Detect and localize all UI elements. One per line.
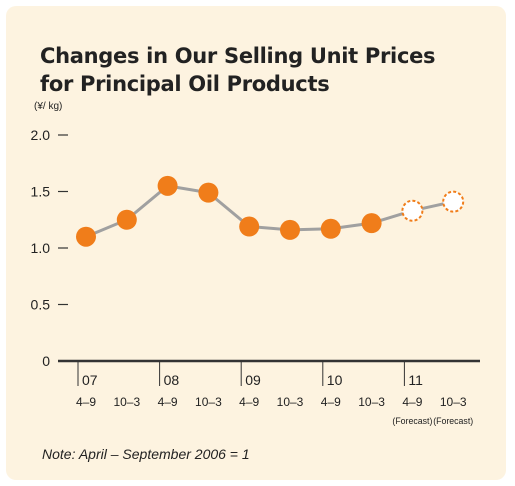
forecast-label: (Forecast)	[433, 416, 473, 426]
y-tick-label: 2.0	[31, 127, 51, 143]
data-point	[157, 175, 178, 196]
year-label: 10	[327, 372, 343, 388]
forecast-point	[442, 190, 465, 213]
data-point	[361, 213, 382, 234]
data-point	[198, 182, 219, 203]
year-label: 07	[82, 372, 98, 388]
data-point	[280, 219, 300, 240]
year-label: 08	[164, 372, 180, 388]
period-label: 4–9	[402, 395, 422, 409]
series-line	[85, 184, 454, 239]
y-tick-label: 1.5	[31, 184, 51, 200]
period-label: 10–3	[195, 395, 222, 409]
forecast-point	[401, 199, 424, 222]
chart-note: Note: April – September 2006 = 1	[42, 446, 250, 462]
period-label: 4–9	[321, 395, 341, 409]
period-label: 10–3	[113, 395, 140, 409]
period-label: 4–9	[158, 395, 178, 409]
year-label: 09	[245, 372, 261, 388]
data-point	[320, 218, 341, 239]
y-tick-label: 0.5	[31, 297, 51, 313]
y-tick-label: 0	[42, 353, 50, 369]
chart-title-line1: Changes in Our Selling Unit Prices	[40, 44, 436, 68]
period-label: 10–3	[358, 395, 385, 409]
data-point	[239, 216, 260, 237]
data-point	[116, 209, 137, 230]
period-label: 4–9	[76, 395, 96, 409]
chart-title-line2: for Principal Oil Products	[40, 72, 330, 96]
data-point	[76, 226, 96, 247]
period-label: 10–3	[440, 395, 467, 409]
forecast-label: (Forecast)	[392, 416, 432, 426]
year-label: 11	[408, 372, 423, 388]
chart-title: Changes in Our Selling Unit Prices for P…	[40, 42, 436, 98]
y-axis-unit: (¥/ kg)	[34, 101, 63, 112]
period-label: 10–3	[277, 395, 304, 409]
y-tick-label: 1.0	[31, 240, 51, 256]
period-label: 4–9	[239, 395, 259, 409]
